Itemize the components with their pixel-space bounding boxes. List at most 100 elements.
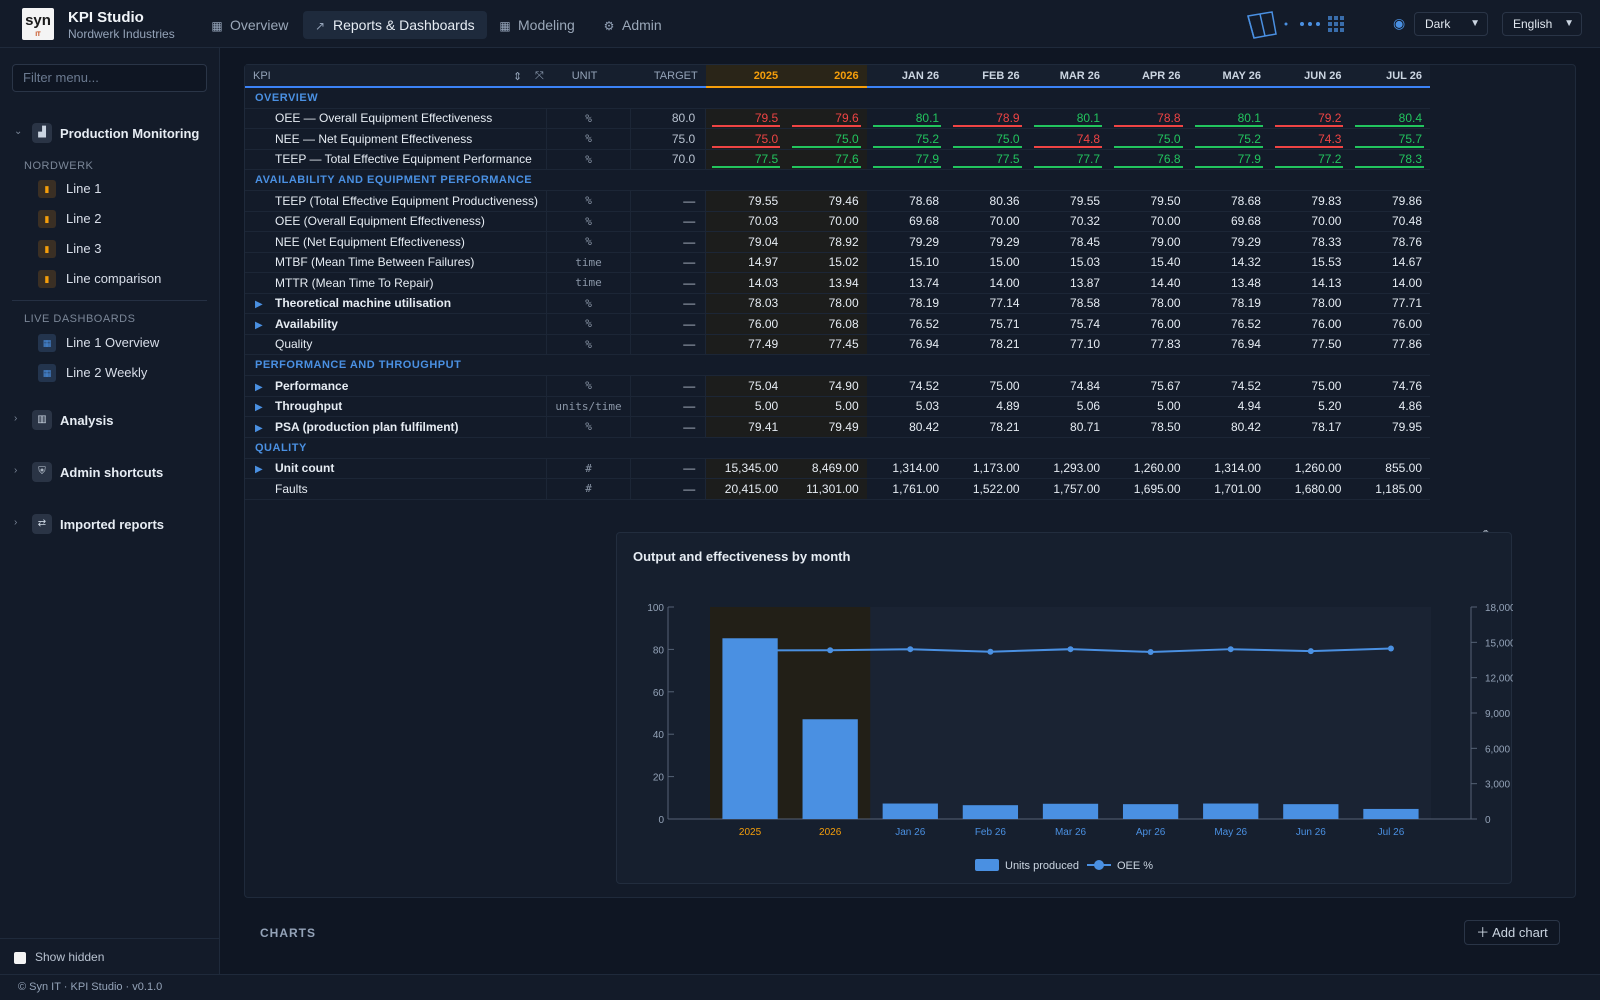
kpi-name[interactable]: ▶ Performance [245,375,547,397]
kpi-value-cell: 20,415.00 [705,478,787,500]
x-tick-label: Apr 26 [1136,827,1166,838]
kpi-value-cell: 74.90 [786,375,867,397]
chart-bar [722,638,778,819]
expand-triangle-icon[interactable]: ▶ [255,464,263,476]
kpi-row[interactable]: ▶ PSA (production plan fulfilment)% —79.41… [245,416,1430,438]
column-header-period: 2025 [705,65,787,88]
tab-modeling[interactable]: ▦ Modeling [488,11,587,39]
kpi-value-cell: 75.00 [947,375,1028,397]
kpi-value-cell: 13.87 [1027,272,1109,294]
kpi-value-cell: 79.29 [866,231,948,253]
combo-chart: 0 20 40 60 80 100 0 3,000 6,000 9,000 12,000 15,000… [647,603,1513,872]
kpi-value-cell: 74.52 [1188,375,1269,397]
kpi-value-cell: 80.4 [1349,108,1430,129]
kpi-value-cell: 14.13 [1268,272,1350,294]
charts-section-label: CHARTS [260,926,316,940]
kpi-value-cell: 14.00 [947,272,1028,294]
kpi-value-cell: 75.71 [947,313,1028,335]
kpi-name[interactable]: ▶ Throughput [245,396,547,417]
y-right-tick-label: 15,000 [1485,638,1513,649]
expand-triangle-icon[interactable]: ▶ [255,381,263,393]
column-header-kpi[interactable]: KPI ⇕ ⤧ [245,65,547,88]
expand-triangle-icon[interactable]: ▶ [255,299,263,311]
kpi-row[interactable]: ▶ Unit count # —15,345.00 8,469.00 1,314.00 1,… [245,458,1430,479]
kpi-name-label: OEE (Overall Equipment Effectiveness) [275,214,485,229]
column-header-period: JAN 26 [866,65,948,88]
sidebar-group-admin-shortcuts[interactable]: › ⛨ Admin shortcuts [0,461,220,485]
kpi-name[interactable]: ▶ Theoretical machine utilisation [245,293,547,314]
y-left-tick-label: 40 [653,730,665,741]
kpi-value-cell: 79.95 [1349,416,1430,438]
kpi-value-cell: 78.21 [947,416,1028,438]
kpi-name-label: Quality [275,337,313,352]
kpi-value-cell: 75.0 [1108,128,1189,150]
kpi-value-cell: 79.6 [786,108,867,129]
filter-menu-input[interactable]: Filter menu... [12,64,207,92]
kpi-value-cell: 78.9 [947,108,1028,129]
show-hidden-toggle[interactable]: Show hidden [0,938,220,974]
kpi-row: MTTR (Mean Time To Repair) time —14.03 13.9… [245,272,1430,294]
chart-bar [962,805,1019,819]
sidebar-group-imported-reports[interactable]: › ⇄ Imported reports [0,513,220,537]
kpi-value-cell: 77.14 [947,293,1028,314]
kpi-row[interactable]: ▶ Performance% —75.04 74.90 74.52 75.00 74.84 7… [245,375,1430,397]
expand-triangle-icon[interactable]: ▶ [255,422,263,434]
kpi-value-cell: 15.02 [786,252,867,273]
kpi-unit: % [546,313,631,335]
kpi-value-cell: 76.8 [1108,149,1189,170]
bar-chart-icon: ▮ [38,210,56,228]
kpi-value-cell: 78.92 [786,231,867,253]
kpi-value-cell: 855.00 [1349,458,1430,479]
kpi-value-cell: 79.50 [1108,190,1189,212]
kpi-row[interactable]: ▶ Theoretical machine utilisation% —78.03 7… [245,293,1430,314]
theme-select[interactable]: Dark ▼ [1414,12,1488,36]
kpi-value-cell: 77.9 [866,149,948,170]
kpi-value-cell: 75.7 [1349,128,1430,150]
show-hidden-checkbox[interactable] [14,952,26,964]
sidebar-group-analysis[interactable]: › ▥ Analysis [0,409,220,433]
kpi-value-cell: 15.10 [866,252,948,273]
x-tick-label: Mar 26 [1055,827,1087,838]
tab-admin[interactable]: ⚙ Admin [592,11,674,39]
kpi-value-cell: 4.94 [1188,396,1269,417]
kpi-name: Faults [245,478,547,500]
dashboard-icon: ▦ [38,334,56,352]
kpi-value-cell: 75.0 [705,128,787,150]
sidebar-group-production-monitoring[interactable]: ⌄ ▟ Production Monitoring [0,122,220,146]
kpi-value-cell: 78.50 [1108,416,1189,438]
kpi-row: OEE (Overall Equipment Effectiveness)% —7… [245,211,1430,232]
kpi-row[interactable]: ▶ Availability% —76.00 76.08 76.52 75.71 75.74… [245,313,1430,335]
kpi-value-cell: 75.0 [947,128,1028,150]
expand-triangle-icon[interactable]: ▶ [255,402,263,414]
column-header-target: TARGET [630,65,706,88]
kpi-name[interactable]: ▶ PSA (production plan fulfilment) [245,416,547,438]
kpi-value-cell: 70.48 [1349,211,1430,232]
oee-point [747,647,754,654]
kpi-row[interactable]: ▶ Throughput units/time —5.00 5.00 5.03 4.89 5.… [245,396,1430,417]
kpi-name: NEE — Net Equipment Effectiveness [245,128,547,150]
x-tick-label: Jan 26 [895,827,925,838]
oee-point [1147,648,1154,655]
kpi-name[interactable]: ▶ Availability [245,313,547,335]
sort-icon[interactable]: ⇕ [513,70,523,83]
collapse-all-icon[interactable]: ⤧ [535,69,544,82]
kpi-target: — [629,252,707,273]
kpi-section-header: OVERVIEW [245,87,1430,109]
kpi-name-label: Throughput [275,399,343,414]
tab-overview[interactable]: ▦ Overview [200,11,300,39]
add-chart-button[interactable]: ＋ Add chart [1464,920,1560,945]
kpi-value-cell: 79.86 [1349,190,1430,212]
kpi-value-cell: 76.00 [1349,313,1430,335]
tab-reports-dashboards[interactable]: ↗ Reports & Dashboards [303,11,487,39]
y-left-tick-label: 100 [647,603,664,614]
kpi-value-cell: 13.74 [866,272,948,294]
kpi-unit: % [546,108,631,129]
expand-triangle-icon[interactable]: ▶ [255,319,263,331]
kpi-target: — [629,211,707,232]
company-logo[interactable]: syn IT [22,8,54,40]
language-select[interactable]: English ▼ [1502,12,1582,36]
kpi-unit: time [546,272,631,294]
x-tick-label: 2025 [739,827,762,838]
kpi-value-cell: 5.00 [786,396,867,417]
kpi-name[interactable]: ▶ Unit count [245,458,547,479]
